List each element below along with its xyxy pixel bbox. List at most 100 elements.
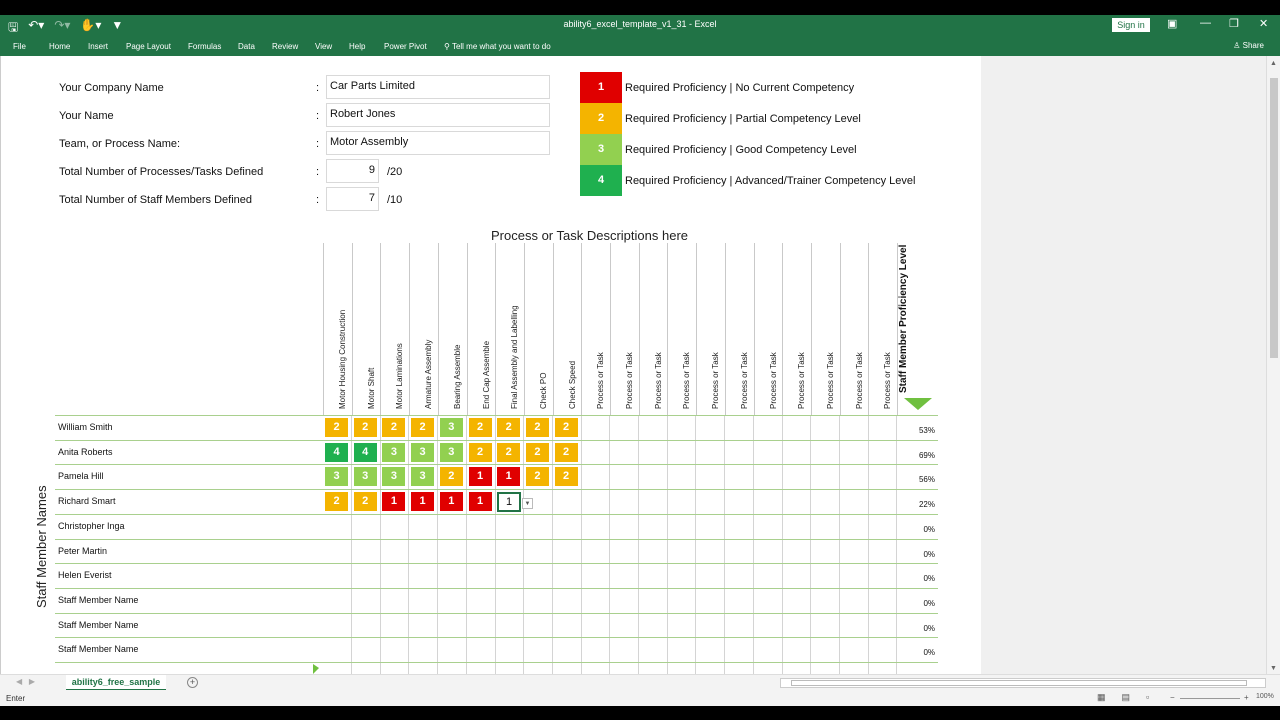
competency-cell[interactable]: 2 bbox=[554, 467, 578, 487]
normal-view-icon[interactable]: ▦ bbox=[1097, 692, 1106, 702]
column-header[interactable]: Process or Task bbox=[810, 243, 840, 415]
competency-cell[interactable]: 2 bbox=[497, 418, 521, 437]
column-header[interactable]: Armature Assembly bbox=[409, 243, 438, 415]
competency-cell[interactable]: 1 bbox=[468, 492, 492, 512]
staff-name[interactable]: Richard Smart bbox=[58, 496, 116, 507]
staff-name[interactable]: William Smith bbox=[58, 422, 113, 432]
sheet-nav-arrows-icon[interactable]: ◀ ▶ bbox=[16, 677, 35, 686]
column-header[interactable]: Process or Task bbox=[581, 243, 610, 415]
close-icon[interactable]: ✕ bbox=[1259, 18, 1269, 30]
scroll-thumb[interactable] bbox=[1270, 78, 1278, 358]
competency-cell[interactable]: 2 bbox=[468, 442, 492, 462]
tab-data[interactable]: Data bbox=[238, 42, 255, 51]
column-header[interactable]: Process or Task bbox=[638, 243, 668, 415]
tab-home[interactable]: Home bbox=[49, 42, 71, 51]
competency-cell[interactable]: 2 bbox=[497, 442, 521, 462]
staff-count[interactable]: 7 bbox=[326, 187, 379, 211]
competency-cell[interactable]: 2 bbox=[554, 418, 578, 437]
competency-cell[interactable]: 1 bbox=[439, 492, 463, 512]
minimize-icon[interactable]: — bbox=[1200, 17, 1211, 29]
staff-name[interactable]: Peter Martin bbox=[58, 545, 108, 556]
worksheet-area[interactable]: Your Company Name : Car Parts Limited Yo… bbox=[0, 56, 981, 674]
competency-cell[interactable]: 2 bbox=[382, 418, 406, 437]
sheet-tab-active[interactable]: ability6_free_sample bbox=[66, 675, 166, 691]
column-header[interactable]: Process or Task bbox=[696, 243, 725, 415]
competency-cell[interactable]: 2 bbox=[525, 467, 549, 487]
tab-help[interactable]: Help bbox=[349, 42, 366, 51]
vertical-scrollbar[interactable]: ▲ ▼ bbox=[1266, 56, 1280, 674]
competency-cell[interactable]: 1 bbox=[382, 492, 406, 512]
competency-cell[interactable]: 4 bbox=[353, 442, 377, 462]
competency-cell[interactable]: 4 bbox=[325, 442, 348, 462]
company-field[interactable]: Car Parts Limited bbox=[326, 75, 550, 99]
column-header[interactable]: Process or Task bbox=[782, 243, 811, 415]
staff-name[interactable]: Pamela Hill bbox=[58, 471, 104, 482]
competency-cell[interactable]: 3 bbox=[439, 418, 463, 437]
tab-formulas[interactable]: Formulas bbox=[188, 42, 222, 51]
sign-in-button[interactable]: Sign in bbox=[1112, 18, 1150, 32]
competency-cell[interactable]: 2 bbox=[411, 418, 435, 437]
save-icon[interactable]: 🖫 bbox=[8, 20, 19, 34]
competency-cell[interactable]: 3 bbox=[382, 442, 406, 462]
column-header[interactable]: Motor Housing Construction bbox=[323, 243, 352, 415]
column-header[interactable]: Check Speed bbox=[552, 243, 582, 415]
competency-cell[interactable]: 2 bbox=[468, 418, 492, 437]
competency-cell[interactable]: 3 bbox=[325, 467, 348, 487]
zoom-slider[interactable] bbox=[1180, 698, 1240, 699]
column-header[interactable]: Check PO bbox=[523, 243, 553, 415]
column-header[interactable]: Process or Task bbox=[724, 243, 754, 415]
competency-cell[interactable]: 1 bbox=[411, 492, 435, 512]
competency-cell[interactable]: 3 bbox=[411, 442, 435, 462]
horizontal-scrollbar[interactable] bbox=[780, 678, 1266, 688]
customize-toolbar-icon[interactable]: ▼ bbox=[111, 18, 124, 32]
processes-count[interactable]: 9 bbox=[326, 159, 379, 183]
staff-name[interactable]: Staff Member Name bbox=[58, 594, 139, 605]
competency-cell[interactable]: 2 bbox=[353, 418, 377, 437]
competency-cell[interactable]: 3 bbox=[439, 442, 463, 462]
competency-cell[interactable]: 2 bbox=[325, 492, 348, 512]
competency-cell[interactable]: 2 bbox=[325, 418, 348, 437]
share-button[interactable]: ♙ Share bbox=[1233, 41, 1264, 50]
staff-name[interactable]: Anita Roberts bbox=[58, 446, 113, 457]
maximize-icon[interactable]: ❐ bbox=[1229, 18, 1239, 30]
staff-name[interactable]: Helen Everist bbox=[58, 570, 112, 581]
tab-file[interactable]: File bbox=[13, 42, 26, 51]
name-field[interactable]: Robert Jones bbox=[326, 103, 550, 127]
page-layout-view-icon[interactable]: ▤ bbox=[1121, 692, 1131, 702]
tell-me-search[interactable]: ⚲ Tell me what you want to do bbox=[444, 42, 551, 51]
redo-icon[interactable]: ↷▾ bbox=[54, 18, 71, 32]
tab-view[interactable]: View bbox=[315, 42, 333, 51]
column-header[interactable]: Motor Shaft bbox=[351, 243, 381, 415]
zoom-out-icon[interactable]: − bbox=[1170, 693, 1175, 702]
column-header[interactable]: End Cap Assemble bbox=[466, 243, 496, 415]
hscroll-thumb[interactable] bbox=[791, 680, 1247, 686]
team-field[interactable]: Motor Assembly bbox=[326, 131, 550, 155]
competency-cell[interactable]: 2 bbox=[439, 467, 463, 487]
competency-cell[interactable]: 2 bbox=[525, 442, 549, 462]
tab-page-layout[interactable]: Page Layout bbox=[126, 42, 171, 51]
zoom-level[interactable]: 100% bbox=[1256, 693, 1274, 700]
dropdown-arrow-icon[interactable]: ▼ bbox=[522, 498, 533, 509]
competency-cell[interactable]: 2 bbox=[554, 442, 578, 462]
tab-power-pivot[interactable]: Power Pivot bbox=[384, 42, 427, 51]
active-cell-editor[interactable]: 1 bbox=[497, 492, 521, 512]
column-header[interactable]: Process or Task bbox=[868, 243, 897, 415]
column-header[interactable]: Process or Task bbox=[839, 243, 869, 415]
column-header[interactable]: Process or Task bbox=[753, 243, 783, 415]
touch-mode-icon[interactable]: ✋▾ bbox=[80, 18, 102, 32]
ribbon-display-icon[interactable]: ▣ bbox=[1167, 18, 1178, 30]
zoom-in-icon[interactable]: + bbox=[1244, 693, 1249, 702]
staff-name[interactable]: Staff Member Name bbox=[58, 644, 139, 655]
staff-name[interactable]: Christopher Inga bbox=[58, 520, 125, 531]
scroll-down-icon[interactable]: ▼ bbox=[1270, 665, 1277, 672]
competency-cell[interactable]: 1 bbox=[497, 467, 521, 487]
undo-icon[interactable]: ↶▾ bbox=[28, 18, 45, 32]
competency-cell[interactable]: 2 bbox=[353, 492, 377, 512]
staff-name[interactable]: Staff Member Name bbox=[58, 619, 139, 630]
competency-cell[interactable]: 3 bbox=[382, 467, 406, 487]
competency-cell[interactable]: 2 bbox=[525, 418, 549, 437]
competency-cell[interactable]: 3 bbox=[411, 467, 435, 487]
tab-review[interactable]: Review bbox=[272, 42, 299, 51]
column-header[interactable]: Final Assembly and Labelling bbox=[495, 243, 524, 415]
competency-cell[interactable]: 1 bbox=[468, 467, 492, 487]
